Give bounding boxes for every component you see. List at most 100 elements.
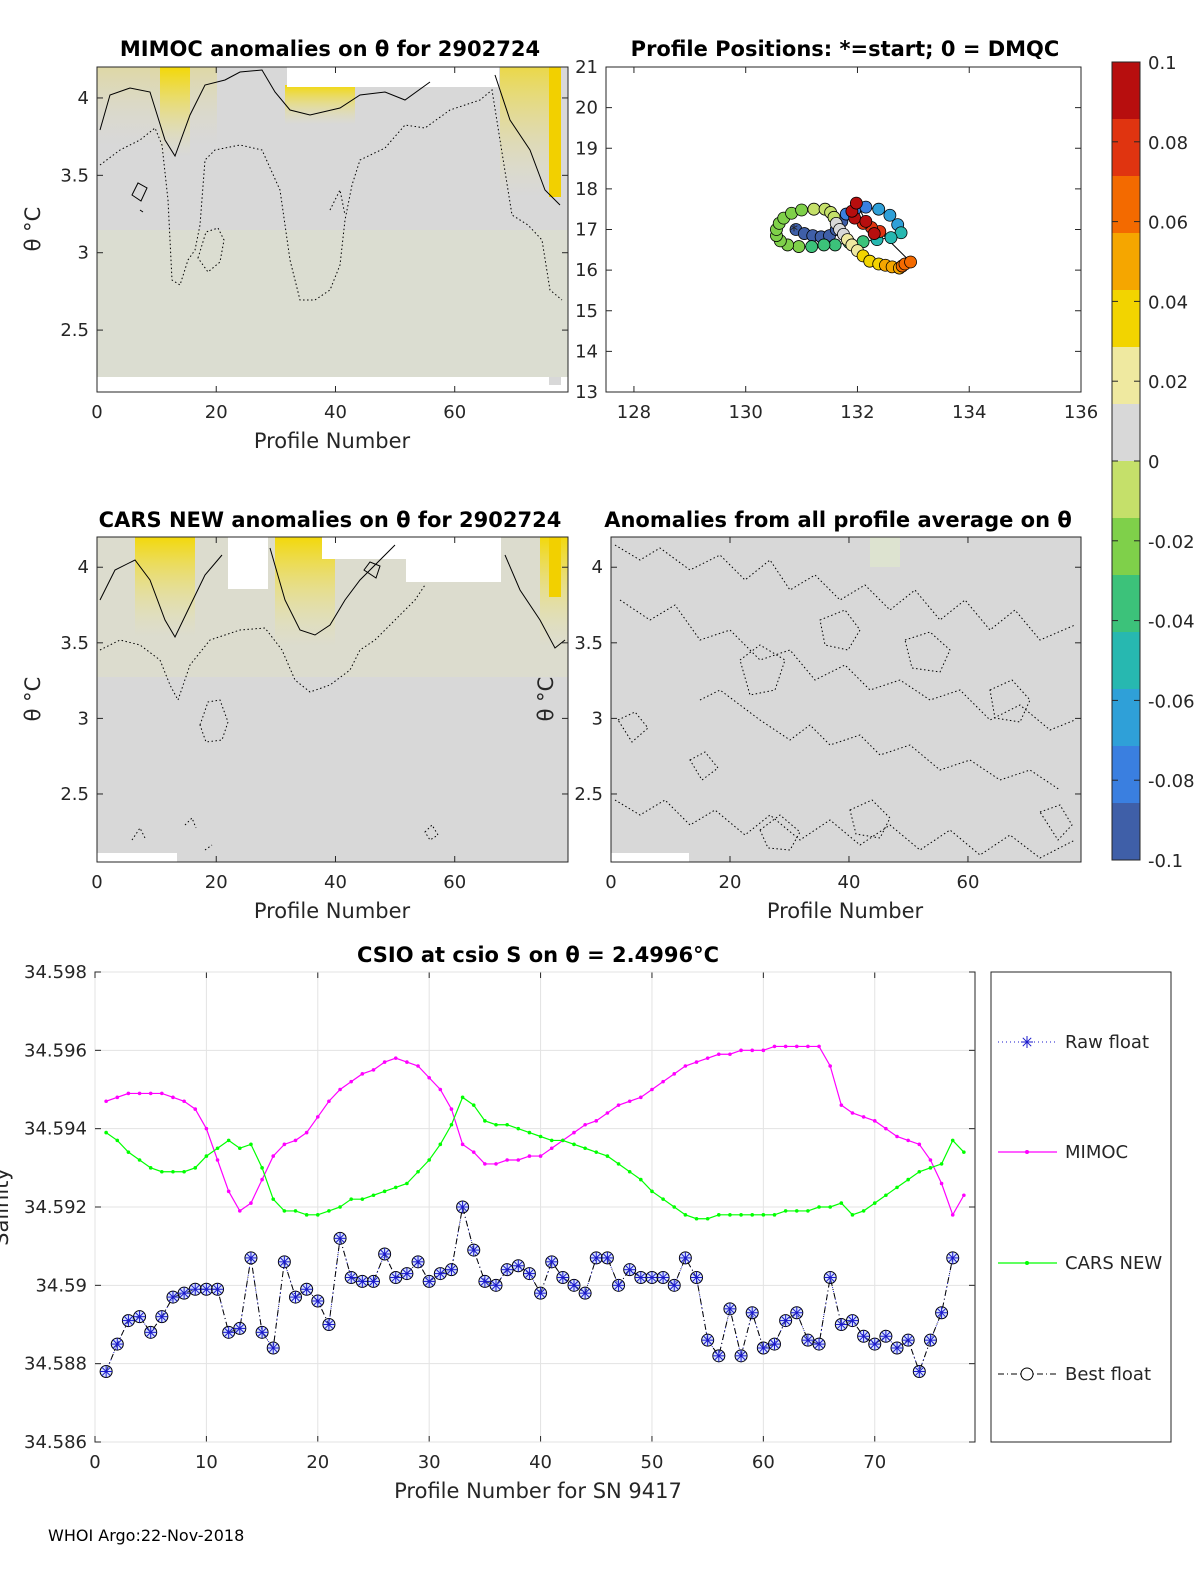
y-tick-label: 3.5 — [574, 633, 603, 654]
x-tick-label: 20 — [205, 872, 228, 893]
series-point — [750, 1213, 755, 1217]
y-tick-label: 3 — [78, 243, 89, 264]
raw-float-star — [423, 1275, 436, 1288]
legend-item-cars-new: CARS NEW — [998, 1253, 1162, 1274]
raw-float-star — [723, 1302, 736, 1315]
series-point — [126, 1091, 131, 1096]
series-point — [817, 1044, 821, 1049]
colorbar-tick-label: -0.1 — [1148, 851, 1183, 872]
series-point — [204, 1126, 209, 1131]
raw-float-star — [634, 1271, 647, 1284]
x-tick-label: 10 — [195, 1452, 218, 1473]
colorbar-tick-label: -0.06 — [1148, 691, 1195, 712]
raw-float-star — [857, 1330, 870, 1343]
legend-item-best-float: Best float — [998, 1364, 1151, 1385]
series-point — [148, 1166, 153, 1170]
series-point — [661, 1079, 665, 1084]
series-point — [828, 1205, 832, 1209]
raw-float-star — [155, 1310, 168, 1323]
series-point — [438, 1142, 443, 1147]
series-point — [572, 1130, 576, 1135]
series-point — [650, 1087, 654, 1092]
x-tick-label: 134 — [952, 402, 986, 423]
series-point — [349, 1079, 354, 1084]
raw-float-star — [735, 1349, 748, 1362]
y-tick-label: 13 — [575, 382, 598, 403]
series-point — [661, 1197, 665, 1201]
series-point — [416, 1064, 420, 1068]
series-point — [527, 1154, 532, 1158]
position-point — [805, 240, 819, 253]
x-tick-label: 40 — [324, 402, 347, 423]
csio-panel: CSIO at csio S on θ = 2.4996°C 0 10 20 30 40… — [0, 943, 1172, 1503]
raw-float-star — [111, 1338, 124, 1351]
series-point — [193, 1107, 198, 1111]
allavg-xlabel: Profile Number — [767, 899, 924, 923]
series-point — [538, 1154, 543, 1158]
series-point — [260, 1166, 264, 1170]
position-point — [817, 238, 831, 252]
mimoc-warm-patch — [549, 67, 561, 197]
legend-item-raw-float: Raw float — [998, 1032, 1149, 1053]
raw-float-star — [122, 1314, 135, 1327]
series-point — [806, 1209, 810, 1213]
series-point — [494, 1162, 498, 1166]
series-point — [471, 1150, 476, 1154]
x-tick-label: 70 — [863, 1452, 886, 1473]
series-point — [783, 1209, 788, 1213]
series-point — [393, 1185, 398, 1190]
position-point — [795, 203, 808, 217]
series-point — [516, 1126, 521, 1131]
series-point — [839, 1201, 844, 1205]
raw-float-star — [567, 1279, 580, 1292]
position-point — [883, 208, 897, 222]
series-point — [639, 1095, 643, 1100]
y-tick-label: 20 — [575, 98, 598, 119]
allavg-contours — [614, 544, 1076, 859]
series-point — [238, 1146, 242, 1151]
colorbar-tick-label: 0.02 — [1148, 372, 1188, 393]
series-point — [360, 1072, 365, 1076]
positions-axes: 128 130 132 134 136 21 20 19 18 17 16 15 14 13 — [575, 57, 1098, 423]
legend-label: MIMOC — [1065, 1142, 1128, 1163]
series-point — [416, 1169, 420, 1174]
series-point — [516, 1158, 521, 1162]
series-point — [650, 1189, 654, 1194]
mimoc-panel: MIMOC anomalies on θ for 2902724 0 20 40 60… — [21, 37, 569, 453]
colorbar-tick-label: 0.08 — [1148, 133, 1188, 154]
y-tick-label: 3.5 — [60, 633, 89, 654]
series-point — [761, 1213, 766, 1217]
raw-float-star — [801, 1334, 814, 1347]
raw-float-star — [400, 1267, 413, 1280]
raw-float-star — [924, 1334, 937, 1347]
raw-float-star — [824, 1271, 837, 1284]
raw-float-star — [233, 1322, 246, 1335]
series-point — [895, 1134, 899, 1139]
series-point — [315, 1115, 320, 1119]
series-point — [204, 1154, 209, 1158]
series-point — [182, 1099, 186, 1104]
x-tick-label: 50 — [641, 1452, 664, 1473]
csio-title: CSIO at csio S on θ = 2.4996°C — [357, 943, 719, 967]
x-tick-label: 0 — [605, 872, 616, 893]
series-point — [906, 1177, 910, 1182]
positions-title: Profile Positions: *=start; 0 = DMQC — [631, 37, 1060, 61]
series-point — [471, 1103, 476, 1107]
series-point — [895, 1185, 899, 1190]
series-point — [950, 1213, 955, 1217]
raw-float-star — [846, 1314, 859, 1327]
colorbar: 0.1 0.08 0.06 0.04 0.02 0 -0.02 -0.04 -0.06 -0.08… — [1111, 53, 1195, 872]
cars-blank-region — [322, 537, 406, 559]
x-tick-label: 0 — [91, 872, 102, 893]
raw-float-star — [222, 1326, 235, 1339]
series-line-mimoc — [105, 1045, 965, 1217]
series-point — [393, 1056, 398, 1060]
series-point — [672, 1205, 677, 1209]
series-point — [583, 1146, 587, 1151]
csio-axes: 0 10 20 30 40 50 60 70 34.598 34.596 34.594 34.592 3… — [24, 962, 975, 1473]
x-tick-label: 0 — [89, 1452, 100, 1473]
raw-float-star — [356, 1275, 369, 1288]
x-tick-label: 136 — [1064, 402, 1098, 423]
series-point — [171, 1169, 175, 1174]
